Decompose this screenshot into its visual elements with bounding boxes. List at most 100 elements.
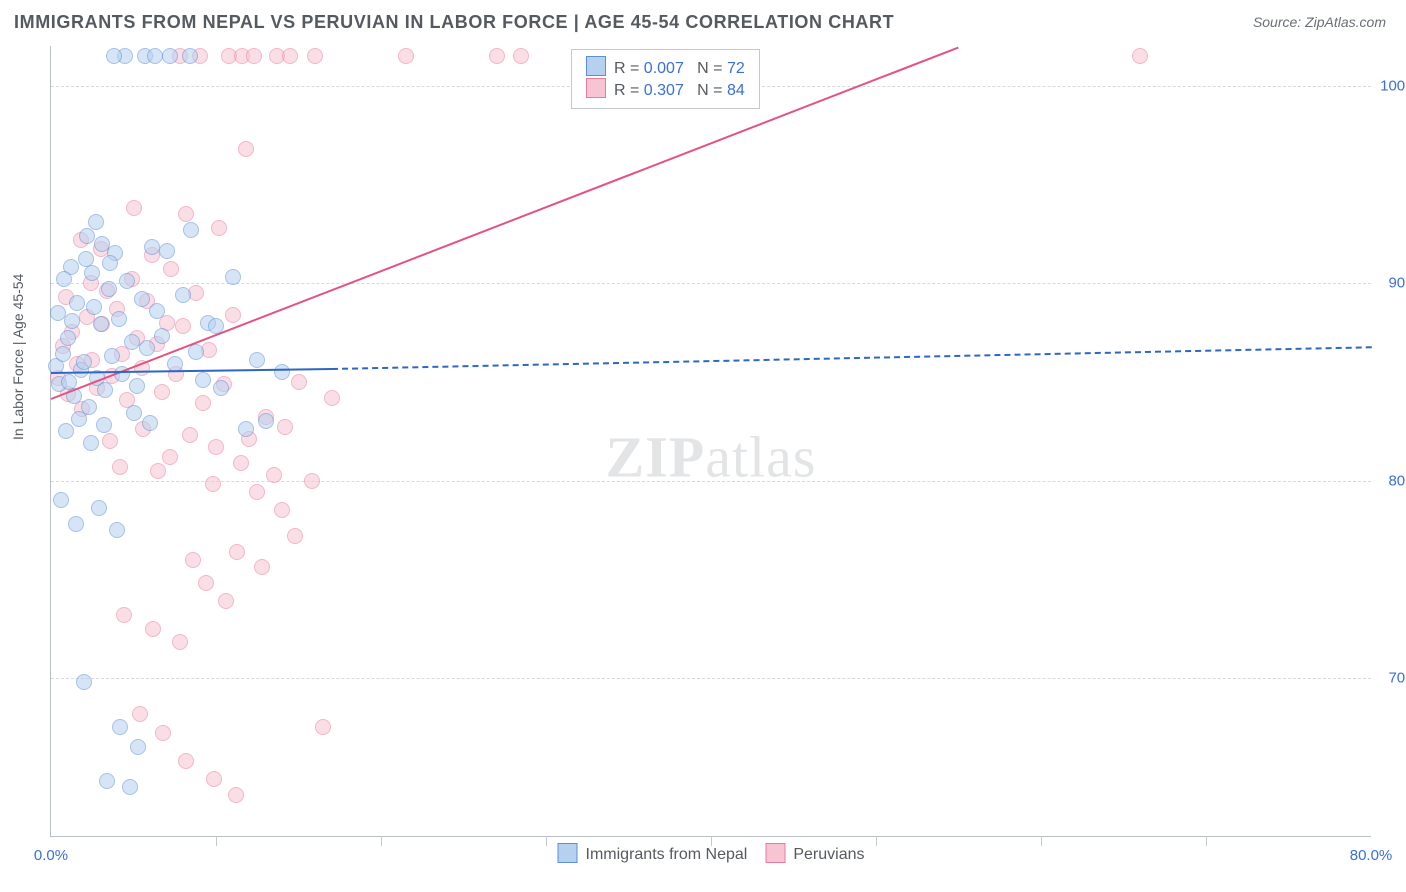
point-peruvian	[315, 719, 331, 735]
point-nepal	[93, 316, 109, 332]
point-peruvian	[266, 467, 282, 483]
legend-n-value: 72	[727, 60, 745, 77]
legend-r-value: 0.307	[644, 82, 684, 99]
point-peruvian	[175, 318, 191, 334]
point-nepal	[104, 348, 120, 364]
legend-n-label: N =	[684, 60, 727, 77]
point-peruvian	[287, 528, 303, 544]
point-nepal	[101, 281, 117, 297]
point-peruvian	[163, 261, 179, 277]
x-tick	[1041, 836, 1042, 846]
legend-r-label: R =	[614, 60, 644, 77]
x-tick	[216, 836, 217, 846]
legend-swatch	[765, 843, 785, 863]
point-peruvian	[195, 395, 211, 411]
point-nepal	[149, 303, 165, 319]
point-peruvian	[291, 374, 307, 390]
point-peruvian	[277, 419, 293, 435]
legend-swatch	[586, 56, 606, 76]
point-peruvian	[126, 200, 142, 216]
point-peruvian	[233, 455, 249, 471]
source-label: Source: ZipAtlas.com	[1253, 14, 1386, 30]
point-peruvian	[206, 771, 222, 787]
point-peruvian	[116, 607, 132, 623]
point-peruvian	[229, 544, 245, 560]
x-tick-label: 0.0%	[34, 847, 68, 864]
gridline	[51, 678, 1371, 679]
legend-bottom: Immigrants from NepalPeruvians	[558, 843, 865, 864]
point-nepal	[139, 340, 155, 356]
point-nepal	[225, 269, 241, 285]
point-nepal	[195, 372, 211, 388]
point-nepal	[99, 773, 115, 789]
legend-series-label: Peruvians	[793, 846, 864, 863]
legend-swatch	[558, 843, 578, 863]
point-nepal	[84, 265, 100, 281]
point-nepal	[76, 354, 92, 370]
point-nepal	[88, 214, 104, 230]
point-nepal	[213, 380, 229, 396]
y-axis-label: In Labor Force | Age 45-54	[10, 274, 26, 440]
point-nepal	[188, 344, 204, 360]
point-peruvian	[228, 787, 244, 803]
point-peruvian	[154, 384, 170, 400]
chart-title: IMMIGRANTS FROM NEPAL VS PERUVIAN IN LAB…	[14, 12, 894, 33]
gridline	[51, 283, 1371, 284]
x-tick	[1206, 836, 1207, 846]
legend-n-value: 84	[727, 82, 745, 99]
legend-correlation: R = 0.007 N = 72 R = 0.307 N = 84	[571, 49, 760, 109]
trend-line-nepal-extrapolated	[331, 346, 1371, 370]
legend-swatch	[586, 78, 606, 98]
point-nepal	[142, 415, 158, 431]
point-nepal	[159, 243, 175, 259]
point-peruvian	[282, 48, 298, 64]
point-peruvian	[307, 48, 323, 64]
point-nepal	[86, 299, 102, 315]
point-nepal	[130, 739, 146, 755]
x-tick	[876, 836, 877, 846]
x-tick-label: 80.0%	[1350, 847, 1393, 864]
point-nepal	[274, 364, 290, 380]
point-peruvian	[150, 463, 166, 479]
point-peruvian	[238, 141, 254, 157]
legend-n-label: N =	[684, 82, 727, 99]
point-peruvian	[254, 559, 270, 575]
point-nepal	[55, 346, 71, 362]
x-tick	[711, 836, 712, 846]
point-nepal	[102, 255, 118, 271]
point-nepal	[53, 492, 69, 508]
point-peruvian	[208, 439, 224, 455]
point-nepal	[258, 413, 274, 429]
point-peruvian	[324, 390, 340, 406]
point-peruvian	[304, 473, 320, 489]
point-nepal	[122, 779, 138, 795]
point-peruvian	[172, 634, 188, 650]
y-tick-label: 70.0%	[1379, 670, 1406, 687]
point-nepal	[182, 48, 198, 64]
point-peruvian	[162, 449, 178, 465]
point-peruvian	[274, 502, 290, 518]
legend-r-label: R =	[614, 82, 644, 99]
point-nepal	[79, 228, 95, 244]
point-peruvian	[185, 552, 201, 568]
point-nepal	[50, 305, 66, 321]
point-nepal	[58, 423, 74, 439]
point-nepal	[83, 435, 99, 451]
point-peruvian	[178, 753, 194, 769]
point-nepal	[97, 382, 113, 398]
point-peruvian	[205, 476, 221, 492]
point-peruvian	[246, 48, 262, 64]
point-peruvian	[225, 307, 241, 323]
point-nepal	[124, 334, 140, 350]
point-nepal	[91, 500, 107, 516]
point-nepal	[68, 516, 84, 532]
point-nepal	[76, 674, 92, 690]
scatter-plot: ZIPatlas Immigrants from NepalPeruvians …	[50, 46, 1371, 837]
point-nepal	[144, 239, 160, 255]
point-peruvian	[198, 575, 214, 591]
point-peruvian	[211, 220, 227, 236]
x-tick	[546, 836, 547, 846]
legend-r-value: 0.007	[644, 60, 684, 77]
point-nepal	[126, 405, 142, 421]
point-nepal	[162, 48, 178, 64]
